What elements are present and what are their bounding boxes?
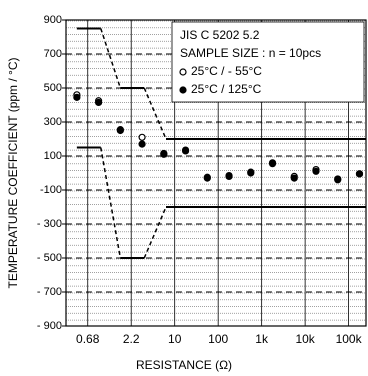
data-point — [160, 150, 168, 158]
y-tick-label: 500 — [44, 82, 62, 94]
data-point — [73, 93, 81, 101]
y-tick-label: - 700 — [37, 286, 62, 298]
y-tick-label: - 500 — [37, 252, 62, 264]
x-tick-label: 0.68 — [76, 332, 100, 346]
data-point — [355, 170, 364, 178]
y-tick-label: 700 — [44, 48, 62, 60]
y-tick-label: -100 — [40, 184, 62, 196]
data-point — [334, 176, 342, 184]
y-tick-label: 300 — [44, 116, 62, 128]
x-tick-label: 2.2 — [123, 332, 140, 346]
data-point — [268, 160, 277, 168]
annotation: SAMPLE SIZE : n = 10pcs — [180, 46, 321, 60]
legend-label: 25°C / - 55°C — [191, 64, 262, 78]
data-point — [181, 147, 190, 155]
y-tick-label: - 300 — [37, 218, 62, 230]
x-tick-label: 100k — [336, 332, 363, 346]
y-axis-label: TEMPERATURE COEFFICIENT (ppm / °C) — [6, 57, 20, 288]
y-tick-label: - 900 — [37, 320, 62, 332]
data-point — [95, 98, 103, 107]
x-tick-label: 10k — [295, 332, 315, 346]
x-tick-label: 100 — [208, 332, 228, 346]
data-point — [312, 167, 320, 175]
legend-box — [171, 21, 365, 103]
x-tick-label: 1k — [255, 332, 269, 346]
plot-frame — [65, 19, 367, 327]
x-axis-label: RESISTANCE (Ω) — [136, 358, 232, 372]
x-tick-label: 10 — [168, 332, 182, 346]
data-point — [290, 174, 298, 182]
y-tick-label: 100 — [44, 150, 62, 162]
limit-line — [100, 28, 122, 89]
legend-marker — [179, 68, 187, 76]
data-point — [138, 140, 146, 148]
data-point — [203, 174, 211, 182]
data-point — [225, 172, 233, 180]
limit-line — [143, 206, 167, 259]
annotation: JIS C 5202 5.2 — [180, 28, 260, 42]
data-point — [247, 169, 255, 177]
data-point — [138, 133, 146, 141]
limit-line — [100, 147, 122, 259]
legend-marker — [179, 86, 187, 94]
legend-label: 25°C / 125°C — [191, 82, 262, 96]
limit-line — [143, 87, 167, 140]
data-point — [116, 126, 124, 135]
y-tick-label: 900 — [44, 14, 62, 26]
